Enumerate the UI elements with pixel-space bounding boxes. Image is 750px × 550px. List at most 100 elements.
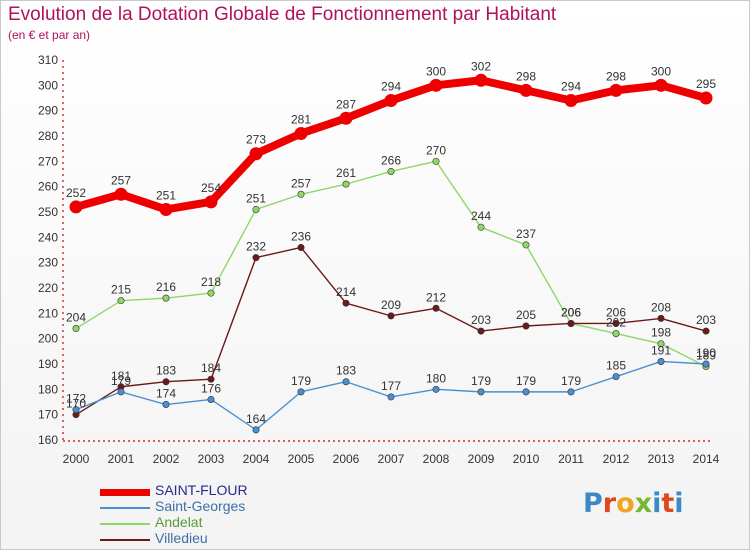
- data-label: 189: [696, 349, 716, 363]
- data-label: 215: [111, 283, 131, 297]
- data-point: [612, 319, 620, 327]
- data-point: [474, 73, 488, 87]
- data-label: 300: [651, 64, 671, 78]
- data-label: 174: [156, 387, 176, 401]
- data-point: [297, 243, 305, 251]
- data-label: 205: [516, 308, 536, 322]
- data-label: 236: [291, 229, 311, 243]
- data-point: [252, 205, 260, 213]
- data-point: [609, 83, 623, 97]
- data-label: 179: [561, 374, 581, 388]
- data-point: [162, 294, 170, 302]
- data-label: 266: [381, 153, 401, 167]
- data-label: 204: [66, 311, 86, 325]
- data-point: [297, 388, 305, 396]
- x-tick-label: 2003: [198, 452, 225, 466]
- data-label: 281: [291, 112, 311, 126]
- data-point: [564, 94, 578, 108]
- y-tick-label: 190: [38, 357, 58, 371]
- data-label: 257: [111, 173, 131, 187]
- data-point: [702, 360, 710, 368]
- data-label: 298: [516, 69, 536, 83]
- data-label: 177: [381, 379, 401, 393]
- legend-swatch: [100, 488, 150, 496]
- data-point: [117, 297, 125, 305]
- chart-title: Evolution de la Dotation Globale de Fonc…: [8, 4, 557, 25]
- data-label: 273: [246, 133, 266, 147]
- x-tick-label: 2011: [558, 452, 584, 466]
- x-tick-label: 2001: [108, 452, 135, 466]
- data-point: [252, 254, 260, 262]
- legend-swatch: [100, 523, 150, 525]
- data-point: [522, 388, 530, 396]
- data-point: [342, 378, 350, 386]
- x-tick-label: 2008: [423, 452, 450, 466]
- data-label: 164: [246, 412, 266, 426]
- data-label: 179: [471, 374, 491, 388]
- x-tick-label: 2010: [513, 452, 540, 466]
- legend-swatch: [100, 539, 150, 541]
- data-point: [657, 314, 665, 322]
- line-chart: 160 170 180 190 200 210 220 230 240 250 260 270 280 2…: [38, 53, 720, 466]
- data-label: 179: [516, 374, 536, 388]
- data-point: [114, 187, 128, 201]
- data-label: 179: [111, 374, 131, 388]
- data-label: 302: [471, 59, 491, 73]
- data-point: [249, 147, 263, 161]
- data-point: [654, 78, 668, 92]
- y-tick-label: 300: [38, 78, 58, 92]
- data-point: [567, 388, 575, 396]
- x-tick-label: 2007: [378, 452, 405, 466]
- data-label: 181: [111, 369, 131, 383]
- data-point: [387, 393, 395, 401]
- data-label: 261: [336, 166, 356, 180]
- y-tick-label: 160: [38, 433, 58, 447]
- data-label: 251: [246, 191, 266, 205]
- data-label: 203: [471, 313, 491, 327]
- data-label: 198: [651, 326, 671, 340]
- y-tick-label: 260: [38, 180, 58, 194]
- data-point: [477, 327, 485, 335]
- data-point: [477, 223, 485, 231]
- data-label: 237: [516, 227, 536, 241]
- x-tick-label: 2006: [333, 452, 360, 466]
- data-label: 172: [66, 392, 86, 406]
- data-point: [657, 340, 665, 348]
- x-tick-label: 2013: [648, 452, 675, 466]
- data-label: 184: [201, 361, 221, 375]
- data-point: [69, 200, 83, 214]
- data-label: 202: [606, 316, 626, 330]
- data-label: 206: [606, 305, 626, 319]
- x-tick-label: 2002: [153, 452, 180, 466]
- y-tick-label: 180: [38, 382, 58, 396]
- data-point: [432, 157, 440, 165]
- data-point: [612, 330, 620, 338]
- data-point: [294, 126, 308, 140]
- data-label: 295: [696, 77, 716, 91]
- data-label: 183: [156, 364, 176, 378]
- data-label: 257: [291, 176, 311, 190]
- data-label: 180: [426, 371, 446, 385]
- data-point: [162, 378, 170, 386]
- data-label: 298: [606, 69, 626, 83]
- data-point: [699, 91, 713, 105]
- data-label: 203: [696, 313, 716, 327]
- x-tick-label: 2005: [288, 452, 315, 466]
- data-point: [384, 94, 398, 108]
- legend-label: Saint-Georges: [155, 498, 246, 514]
- data-point: [429, 78, 443, 92]
- data-point: [612, 373, 620, 381]
- y-tick-label: 290: [38, 104, 58, 118]
- y-tick-label: 210: [38, 306, 58, 320]
- x-tick-label: 2012: [603, 452, 630, 466]
- data-point: [702, 327, 710, 335]
- y-tick-label: 230: [38, 256, 58, 270]
- data-point: [162, 401, 170, 409]
- y-tick-label: 270: [38, 154, 58, 168]
- data-point: [522, 241, 530, 249]
- y-tick-label: 310: [38, 53, 58, 67]
- data-label: 190: [696, 346, 716, 360]
- y-tick-label: 280: [38, 129, 58, 143]
- data-label: 251: [156, 188, 176, 202]
- data-point: [159, 202, 173, 216]
